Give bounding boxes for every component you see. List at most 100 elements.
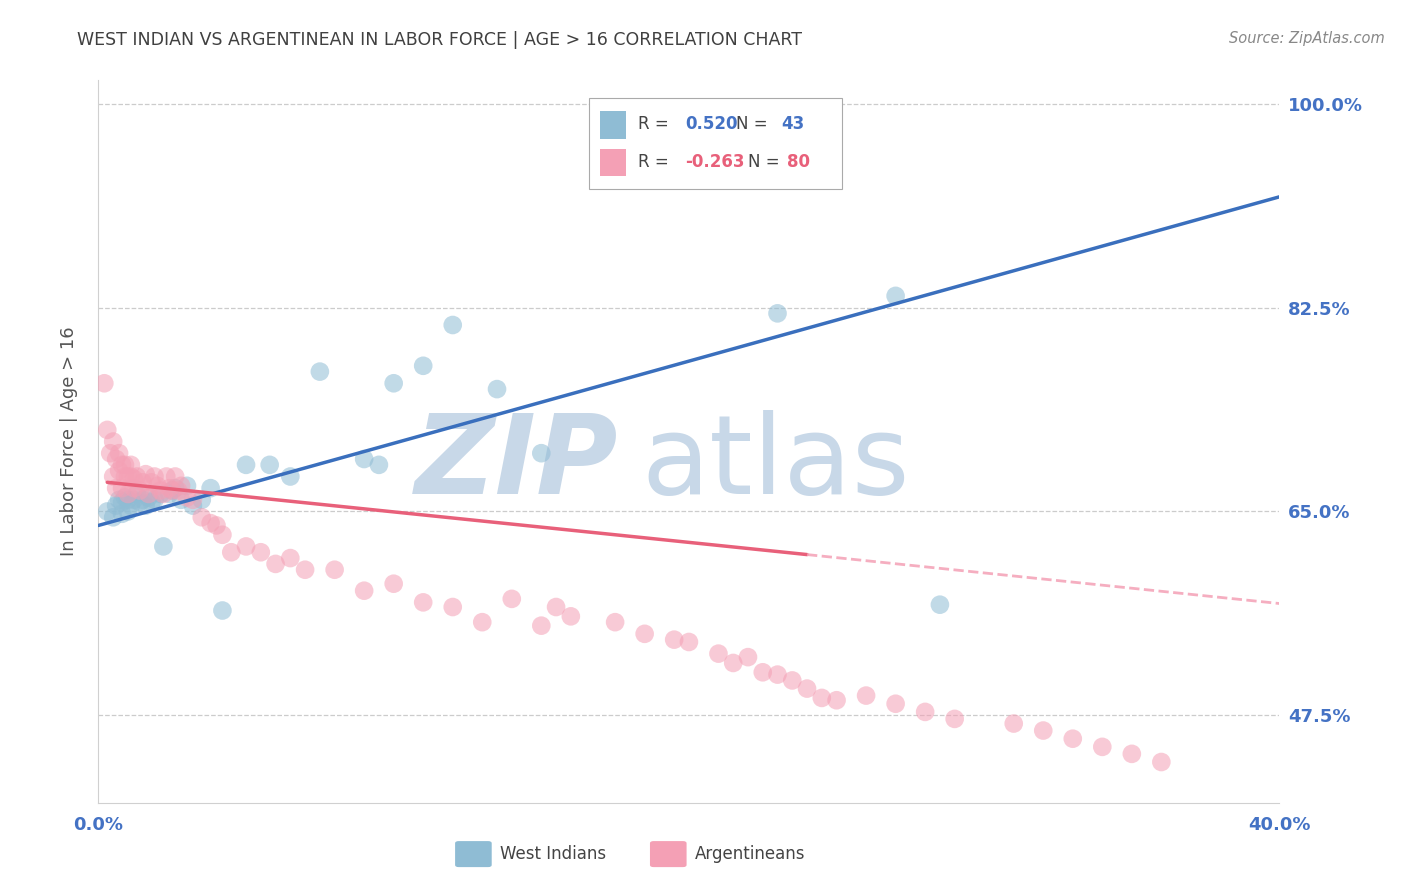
Point	[152, 487, 174, 501]
Point	[170, 479, 193, 493]
Point	[1032, 723, 1054, 738]
Point	[108, 446, 131, 460]
Point	[108, 464, 131, 478]
FancyBboxPatch shape	[456, 841, 492, 867]
Point	[752, 665, 775, 680]
FancyBboxPatch shape	[589, 98, 842, 189]
Point	[766, 306, 789, 320]
Text: 43: 43	[782, 115, 804, 133]
Point	[157, 481, 180, 495]
Point	[884, 697, 907, 711]
Point	[176, 491, 198, 505]
Point	[1002, 716, 1025, 731]
Point	[167, 483, 190, 498]
Point	[114, 458, 136, 472]
Point	[678, 635, 700, 649]
Point	[191, 510, 214, 524]
Point	[176, 479, 198, 493]
Point	[162, 483, 183, 498]
Point	[111, 481, 134, 495]
Point	[486, 382, 509, 396]
Point	[98, 446, 121, 460]
Point	[132, 492, 155, 507]
Point	[309, 365, 332, 379]
Point	[221, 545, 243, 559]
Point	[120, 469, 142, 483]
Point	[120, 458, 142, 472]
Point	[165, 481, 187, 495]
Point	[264, 557, 287, 571]
Point	[884, 289, 907, 303]
Point	[122, 472, 145, 486]
Point	[353, 452, 375, 467]
Point	[103, 434, 125, 449]
Point	[825, 693, 848, 707]
Point	[143, 469, 166, 483]
Point	[664, 632, 686, 647]
Text: West Indians: West Indians	[501, 845, 606, 863]
Point	[943, 712, 966, 726]
Point	[546, 600, 568, 615]
Text: N =: N =	[737, 115, 773, 133]
Point	[259, 458, 281, 472]
Point	[138, 487, 160, 501]
Point	[412, 595, 434, 609]
Point	[105, 452, 128, 467]
Text: Argentineans: Argentineans	[695, 845, 806, 863]
Point	[155, 469, 177, 483]
Point	[280, 469, 302, 483]
Text: Source: ZipAtlas.com: Source: ZipAtlas.com	[1229, 31, 1385, 46]
Text: N =: N =	[748, 153, 785, 171]
Point	[471, 615, 494, 630]
Point	[122, 481, 145, 495]
Point	[796, 681, 818, 696]
Point	[170, 492, 193, 507]
Point	[105, 499, 128, 513]
Point	[441, 318, 464, 332]
Point	[235, 540, 257, 554]
Point	[105, 481, 128, 495]
Point	[323, 563, 346, 577]
Point	[132, 475, 155, 490]
Point	[117, 492, 139, 507]
Text: WEST INDIAN VS ARGENTINEAN IN LABOR FORCE | AGE > 16 CORRELATION CHART: WEST INDIAN VS ARGENTINEAN IN LABOR FORC…	[77, 31, 803, 49]
Point	[125, 487, 148, 501]
Point	[929, 598, 952, 612]
Point	[122, 492, 145, 507]
Point	[605, 615, 627, 630]
Point	[382, 376, 405, 391]
Point	[181, 499, 204, 513]
Point	[135, 467, 157, 482]
Point	[143, 492, 166, 507]
Point	[93, 376, 115, 391]
Point	[1062, 731, 1084, 746]
Text: -0.263: -0.263	[685, 153, 745, 171]
Point	[855, 689, 877, 703]
Point	[412, 359, 434, 373]
Point	[191, 492, 214, 507]
Point	[205, 518, 228, 533]
Text: R =: R =	[638, 153, 673, 171]
Point	[128, 483, 150, 498]
Point	[200, 516, 222, 530]
Text: atlas: atlas	[641, 409, 910, 516]
Point	[501, 591, 523, 606]
Point	[111, 458, 134, 472]
Point	[157, 487, 180, 501]
Point	[294, 563, 316, 577]
Point	[810, 690, 832, 705]
Point	[530, 446, 553, 460]
Point	[211, 528, 233, 542]
Point	[737, 650, 759, 665]
Text: R =: R =	[638, 115, 673, 133]
Y-axis label: In Labor Force | Age > 16: In Labor Force | Age > 16	[59, 326, 77, 557]
Point	[200, 481, 222, 495]
Point	[96, 423, 118, 437]
FancyBboxPatch shape	[650, 841, 686, 867]
Point	[707, 647, 730, 661]
FancyBboxPatch shape	[600, 149, 626, 177]
Point	[368, 458, 391, 472]
Point	[634, 627, 657, 641]
Point	[1091, 739, 1114, 754]
Point	[117, 504, 139, 518]
